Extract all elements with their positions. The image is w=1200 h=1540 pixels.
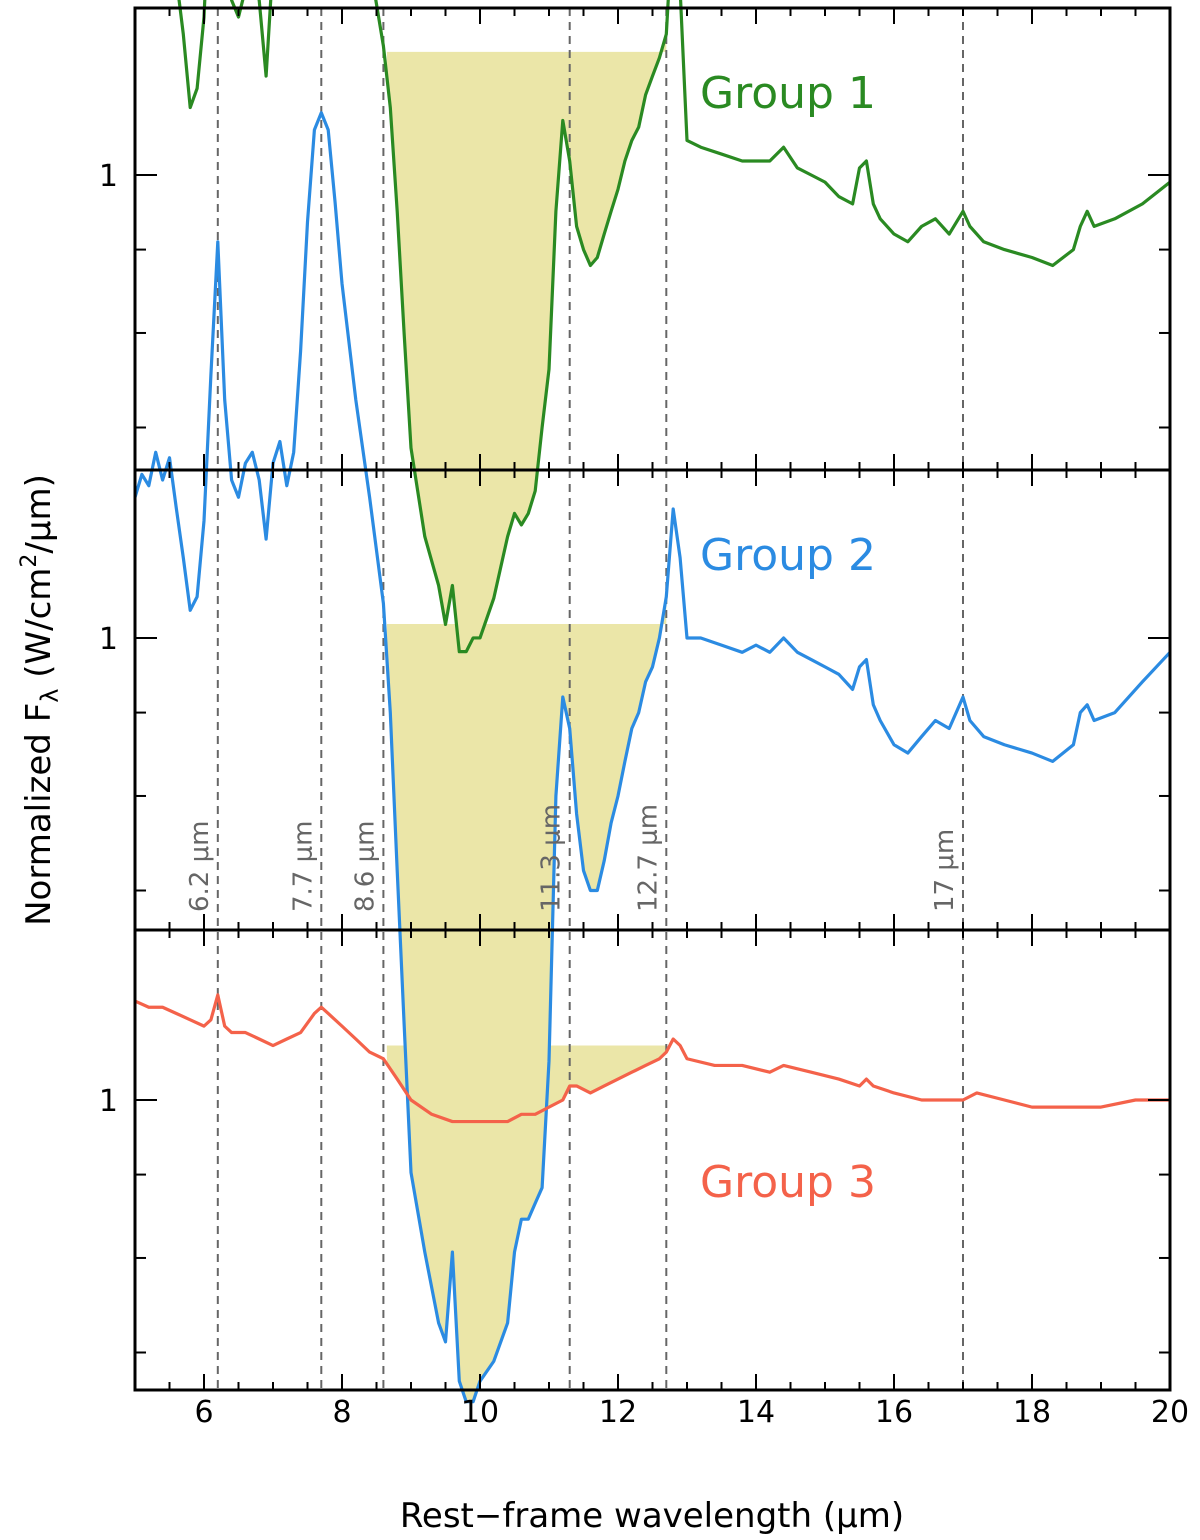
group-label-2: Group 2 bbox=[700, 530, 876, 581]
absorption-fill-2 bbox=[386, 596, 667, 1402]
spectrum-line-3 bbox=[134, 993, 1170, 1124]
spectra-layer bbox=[133, 0, 1172, 1404]
axes-frame bbox=[133, 6, 1172, 1392]
y-axis-title-units: (W/cm bbox=[19, 568, 59, 689]
feature-label-4: 11.3 μm bbox=[537, 804, 567, 912]
absorption-fill-1 bbox=[386, 34, 667, 652]
y-axis-title-sub: λ bbox=[36, 689, 64, 703]
x-tick-label-6: 16 bbox=[875, 1395, 913, 1430]
feature-label-2: 7.7 μm bbox=[288, 821, 318, 912]
feature-label-5: 12.7 μm bbox=[633, 804, 663, 912]
fills-layer bbox=[386, 34, 667, 1402]
x-tick-label-4: 12 bbox=[599, 1395, 637, 1430]
spectrum-line-2 bbox=[133, 111, 1172, 1404]
y-axis-title-units-end: /μm) bbox=[19, 474, 59, 553]
plot-frame bbox=[133, 6, 1172, 1392]
spectrum-line-1 bbox=[177, 0, 1171, 654]
group-label-3: Group 3 bbox=[700, 1157, 876, 1208]
y-tick-label-1: 1 bbox=[99, 159, 118, 194]
x-tick-label-7: 18 bbox=[1013, 1395, 1051, 1430]
y-axis-title-sup: 2 bbox=[17, 554, 42, 568]
x-tick-label-5: 14 bbox=[737, 1395, 775, 1430]
labels-layer: Group 1 1 Group 2 1 Group 3 1 6.2 μm 7.7 μm 8.6 … bbox=[99, 68, 1189, 1430]
y-tick-label-2: 1 bbox=[99, 622, 118, 657]
absorption-fill-3 bbox=[386, 1045, 667, 1122]
x-tick-label-3: 10 bbox=[461, 1395, 499, 1430]
group-label-1: Group 1 bbox=[700, 68, 876, 119]
y-axis-title-main: Normalized F bbox=[19, 703, 59, 926]
x-tick-label-8: 20 bbox=[1151, 1395, 1189, 1430]
x-tick-label-2: 8 bbox=[332, 1395, 351, 1430]
x-tick-label-1: 6 bbox=[194, 1395, 213, 1430]
x-axis-title: Rest−frame wavelength (μm) bbox=[400, 1496, 904, 1536]
feature-label-3: 8.6 μm bbox=[350, 821, 380, 912]
y-tick-label-3: 1 bbox=[99, 1084, 118, 1119]
feature-label-6: 17 μm bbox=[930, 829, 960, 912]
feature-label-1: 6.2 μm bbox=[185, 821, 215, 912]
y-axis-title: Normalized Fλ (W/cm2/μm) bbox=[17, 474, 64, 926]
